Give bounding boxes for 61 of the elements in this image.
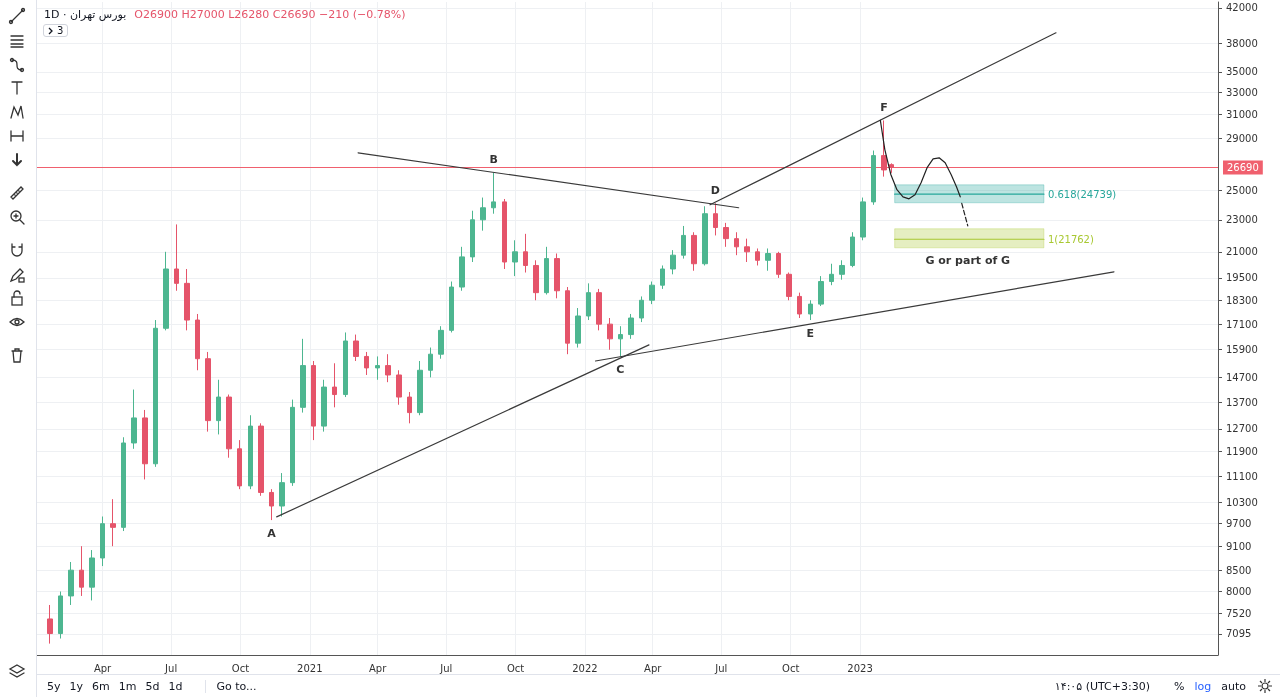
y-tick-label: 11900 bbox=[1226, 446, 1258, 458]
y-tick-label: 8000 bbox=[1226, 586, 1252, 598]
text: 6m bbox=[92, 680, 110, 693]
y-tick-label: 23000 bbox=[1226, 214, 1258, 226]
y-tick-label: 8500 bbox=[1226, 564, 1252, 576]
text: 1D · بورس تهران bbox=[44, 8, 127, 21]
x-tick-label: Apr bbox=[369, 662, 388, 674]
y-tick-label: 42000 bbox=[1226, 2, 1258, 14]
y-tick-label: 25000 bbox=[1226, 184, 1258, 196]
y-tick-label: 19500 bbox=[1226, 272, 1258, 284]
x-tick-label: Oct bbox=[782, 662, 800, 674]
y-tick-label: 13700 bbox=[1226, 396, 1258, 408]
x-tick-label: Jul bbox=[164, 662, 178, 674]
text: ۱۴:۰۵ (UTC+3:30) bbox=[1054, 680, 1150, 693]
x-tick-label: 2023 bbox=[847, 662, 873, 674]
text: Go to... bbox=[205, 680, 257, 693]
annotation: C bbox=[616, 362, 625, 376]
y-tick-label: 12700 bbox=[1226, 423, 1258, 435]
y-tick-label: 18300 bbox=[1226, 294, 1258, 306]
x-tick-label: Oct bbox=[231, 662, 250, 674]
y-tick-label: 38000 bbox=[1226, 37, 1258, 49]
y-tick-label: 35000 bbox=[1226, 66, 1258, 78]
x-tick-label: 2022 bbox=[572, 662, 598, 674]
text: log bbox=[1194, 680, 1212, 693]
y-tick-label: 9100 bbox=[1226, 540, 1252, 552]
annotation: B bbox=[489, 153, 498, 167]
text: 1d bbox=[168, 680, 183, 693]
y-tick-label: 7520 bbox=[1226, 607, 1252, 619]
y-tick-label: 29000 bbox=[1226, 132, 1258, 144]
series-label: 1(21762) bbox=[1047, 233, 1094, 245]
text: O26900 H27000 L26280 C26690 −210 (−0.78%) bbox=[134, 8, 406, 21]
y-tick-label: 31000 bbox=[1226, 109, 1258, 121]
y-tick-label: 9700 bbox=[1226, 518, 1252, 530]
y-tick-label: 17100 bbox=[1226, 318, 1258, 330]
annotation: F bbox=[880, 100, 888, 114]
x-tick-label: Jul bbox=[439, 662, 453, 674]
x-tick-label: 2021 bbox=[297, 662, 323, 674]
text: 1m bbox=[118, 680, 137, 693]
y-tick-label: 33000 bbox=[1226, 87, 1258, 99]
annotation: 3 bbox=[57, 25, 64, 36]
text: auto bbox=[1221, 680, 1246, 693]
y-tick-label: 7095 bbox=[1226, 628, 1252, 640]
annotation: G or part of G bbox=[925, 254, 1011, 268]
text: 5d bbox=[145, 680, 160, 693]
text: % bbox=[1174, 680, 1185, 693]
text: 1y bbox=[69, 680, 84, 693]
series-label: 0.618(24739) bbox=[1047, 188, 1117, 200]
y-tick-label: 11100 bbox=[1226, 470, 1258, 482]
y-tick-label: 21000 bbox=[1226, 246, 1258, 258]
annotation: D bbox=[710, 183, 720, 197]
x-tick-label: Jul bbox=[714, 662, 728, 674]
annotation: A bbox=[267, 526, 277, 540]
x-tick-label: Apr bbox=[93, 662, 113, 674]
x-tick-label: Oct bbox=[506, 662, 525, 674]
annotation: E bbox=[806, 326, 815, 340]
y-tick-label: 15900 bbox=[1226, 344, 1258, 356]
ref-line-label: 26690 bbox=[1227, 161, 1259, 173]
x-tick-label: Apr bbox=[644, 662, 663, 674]
y-tick-label: 10300 bbox=[1226, 497, 1258, 509]
y-tick-label: 14700 bbox=[1226, 371, 1258, 383]
text: 5y bbox=[47, 680, 61, 693]
